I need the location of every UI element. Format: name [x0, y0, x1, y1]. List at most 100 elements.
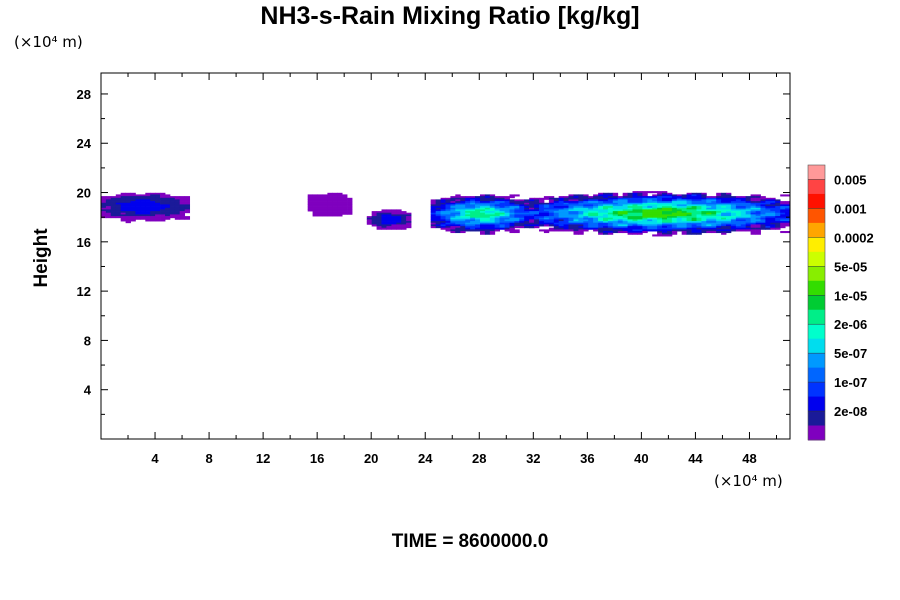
x-tick-label: 36 [580, 451, 594, 466]
field-cell [637, 219, 643, 222]
field-cell [612, 222, 619, 225]
field-cell [671, 216, 678, 219]
colorbar-swatch [808, 411, 825, 427]
field-cell [120, 217, 127, 220]
field-cell [642, 191, 648, 194]
field-cell [578, 204, 584, 207]
field-cell [745, 197, 752, 200]
field-cell [174, 196, 181, 199]
field-cell [494, 202, 501, 205]
field-cell [347, 207, 353, 210]
field-cell [642, 192, 648, 195]
field-cell [686, 214, 692, 217]
field-cell [691, 211, 697, 214]
field-cell [435, 222, 442, 225]
field-cell [470, 209, 476, 212]
field-cell [691, 209, 697, 212]
field-cell [726, 229, 732, 232]
field-cell [484, 232, 491, 235]
field-cell [174, 197, 181, 200]
field-cell [539, 229, 545, 232]
x-tick-label: 28 [472, 451, 486, 466]
field-cell [750, 216, 756, 219]
field-cell [740, 214, 747, 217]
field-cell [519, 219, 525, 222]
field-cell [671, 194, 678, 197]
field-cell [455, 197, 461, 200]
field-cell [765, 199, 771, 202]
field-cell [770, 217, 776, 220]
field-cell [115, 197, 122, 200]
field-cell [135, 194, 141, 197]
field-cell [524, 209, 530, 212]
field-cell [637, 231, 643, 234]
field-cell [740, 199, 747, 202]
field-cell [745, 206, 752, 209]
field-cell [105, 216, 112, 219]
colorbar-swatch [808, 165, 825, 180]
field-cell [667, 214, 673, 217]
field-cell [745, 219, 752, 222]
field-cell [667, 209, 673, 212]
field-cell [165, 201, 171, 204]
field-cell [696, 226, 702, 229]
field-cell [519, 201, 525, 204]
field-cell [765, 206, 771, 209]
field-cell [563, 197, 569, 200]
field-cell [780, 224, 786, 227]
field-cell [745, 202, 752, 205]
field-cell [657, 206, 663, 209]
field-cell [553, 221, 560, 224]
field-cell [120, 192, 127, 195]
field-cell [583, 199, 589, 202]
field-cell [671, 219, 678, 222]
field-cell [667, 219, 673, 222]
field-cell [726, 199, 732, 202]
field-cell [115, 206, 122, 209]
field-cell [696, 212, 702, 215]
field-cell [681, 214, 688, 217]
field-cell [376, 227, 382, 230]
field-cell [667, 199, 673, 202]
field-cell [627, 214, 633, 217]
field-cell [745, 227, 752, 230]
field-cell [573, 229, 579, 232]
field-cell [671, 231, 678, 234]
field-cell [632, 196, 638, 199]
field-cell [632, 194, 638, 197]
field-cell [558, 199, 565, 202]
field-cell [450, 229, 456, 232]
field-cell [435, 219, 442, 222]
field-cell [750, 209, 756, 212]
field-cell [652, 211, 658, 214]
field-cell [760, 201, 766, 204]
field-cell [460, 199, 466, 202]
colorbar-swatch [808, 280, 825, 296]
field-cell [450, 201, 456, 204]
field-cell [381, 222, 387, 225]
field-cell [115, 199, 122, 202]
field-cell [563, 227, 569, 230]
field-cell [726, 221, 732, 224]
field-cell [347, 197, 353, 200]
field-cell [563, 206, 569, 209]
field-cell [632, 221, 638, 224]
field-cell [612, 196, 619, 199]
field-cell [667, 211, 673, 214]
field-cell [686, 192, 692, 195]
field-cell [740, 227, 747, 230]
field-cell [150, 216, 156, 219]
field-cell [553, 212, 560, 215]
field-cell [598, 221, 604, 224]
field-cell [450, 221, 456, 224]
field-cell [371, 222, 378, 225]
field-cell [716, 221, 722, 224]
field-cell [691, 197, 697, 200]
field-cell [460, 221, 466, 224]
field-cell [598, 229, 604, 232]
field-cell [760, 204, 766, 207]
field-cell [504, 197, 510, 200]
field-cell [543, 197, 550, 200]
field-cell [603, 211, 609, 214]
field-cell [312, 214, 318, 217]
